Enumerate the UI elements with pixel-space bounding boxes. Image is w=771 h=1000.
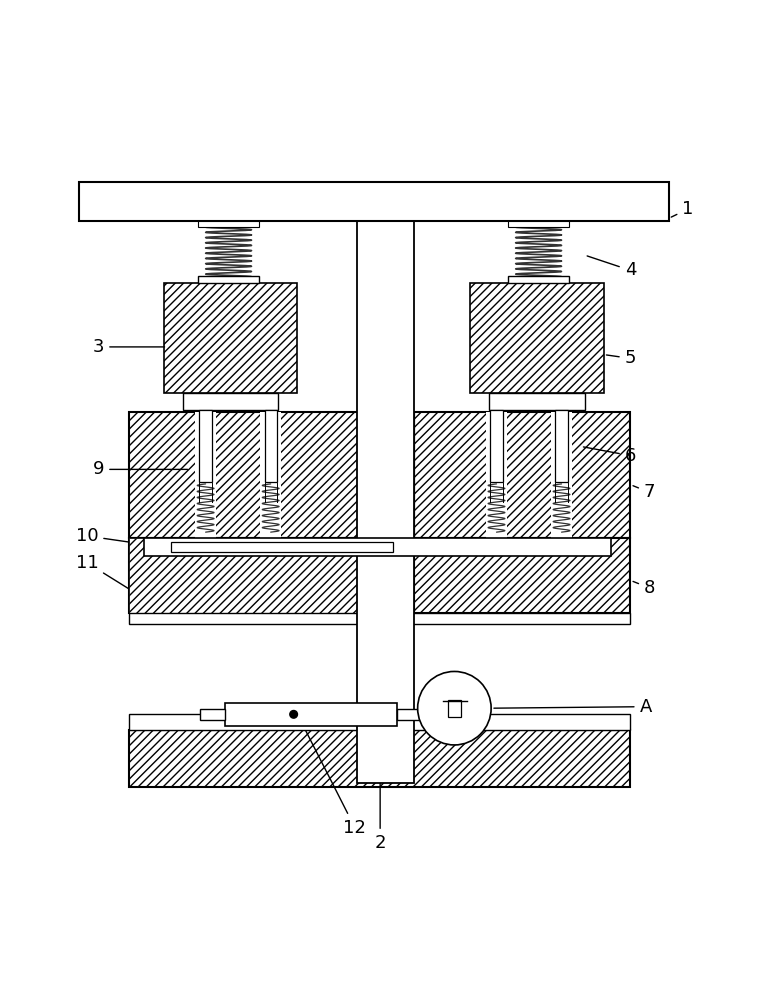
Text: 12: 12 [302,724,366,837]
Bar [550,412,572,538]
Bar [171,542,393,552]
Bar [198,221,259,227]
Bar [260,412,281,538]
Bar [183,393,278,410]
Bar [163,283,298,393]
Bar [129,538,631,613]
Text: 11: 11 [76,554,153,604]
Bar [200,410,212,482]
Bar [489,393,584,410]
Bar [397,709,422,720]
Text: 4: 4 [588,256,636,279]
Bar [470,283,604,393]
Text: 3: 3 [93,338,164,356]
Bar [508,221,569,227]
Text: 6: 6 [584,447,636,465]
Circle shape [418,671,491,745]
Text: 1: 1 [672,200,694,218]
Bar [129,412,631,538]
Bar [264,410,277,482]
Bar [486,412,507,538]
Bar [144,538,611,556]
Bar [508,276,569,283]
Bar [198,276,259,283]
Bar [357,412,414,538]
Text: 5: 5 [607,349,636,367]
Text: A: A [494,698,652,716]
Bar [490,410,503,482]
Text: 9: 9 [93,460,187,478]
Text: 7: 7 [633,483,655,501]
Bar [129,613,631,624]
Bar [195,412,217,538]
Bar [225,703,397,726]
Bar [357,221,414,783]
Bar [79,182,668,221]
Bar [357,538,414,613]
Bar [357,412,414,538]
Bar [447,700,461,717]
Bar [555,410,567,482]
Bar [200,709,225,720]
Text: 10: 10 [76,527,153,546]
Text: 8: 8 [633,579,655,597]
Text: 2: 2 [375,350,386,852]
Bar [129,730,631,787]
Bar [129,538,357,613]
Bar [129,714,631,730]
Bar [357,538,414,613]
Circle shape [290,710,298,718]
